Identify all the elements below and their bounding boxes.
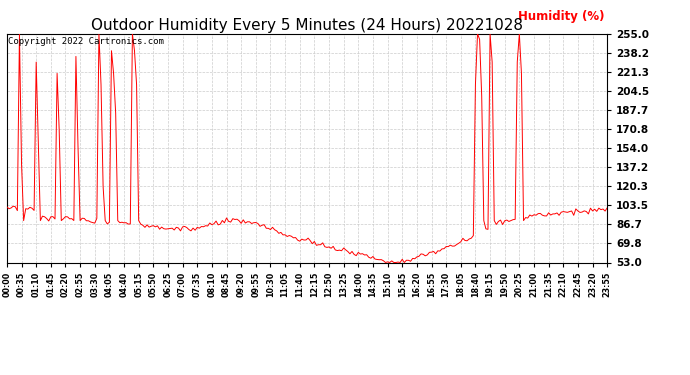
Title: Outdoor Humidity Every 5 Minutes (24 Hours) 20221028: Outdoor Humidity Every 5 Minutes (24 Hou… [91,18,523,33]
Text: Copyright 2022 Cartronics.com: Copyright 2022 Cartronics.com [8,37,164,46]
Text: Humidity (%): Humidity (%) [518,10,604,22]
